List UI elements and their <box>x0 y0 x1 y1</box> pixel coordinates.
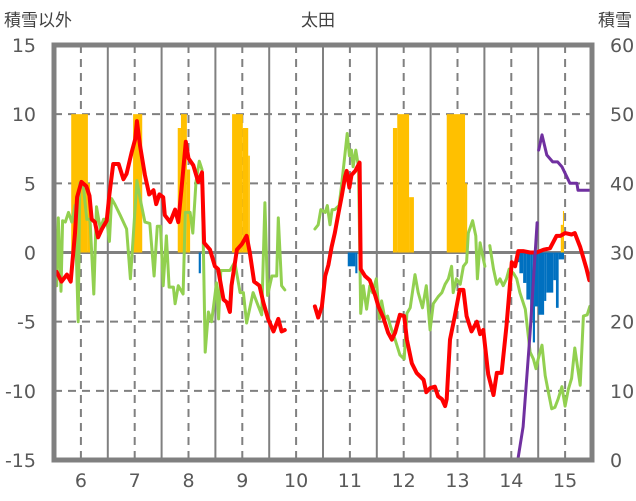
x-tick-label: 6 <box>75 470 87 492</box>
y-left-tick-label: 5 <box>24 173 36 195</box>
plot-border <box>51 42 595 463</box>
y-left-tick-label: 10 <box>12 104 36 126</box>
bar-positive <box>232 114 243 253</box>
bar-positive <box>392 128 398 253</box>
bar-negative <box>544 252 547 301</box>
series-line-purple <box>537 133 592 192</box>
series-line-red <box>312 160 592 409</box>
bar-negative <box>526 252 531 300</box>
x-tick-label: 15 <box>553 470 577 492</box>
y-left-tick-label: 15 <box>12 35 36 57</box>
y-right-tick-label: 50 <box>610 104 634 126</box>
x-tick-label: 7 <box>129 470 141 492</box>
x-tick-label: 8 <box>182 470 194 492</box>
bar-negative <box>534 252 539 307</box>
bar-negative <box>558 252 565 260</box>
y-right-tick-label: 20 <box>610 312 634 334</box>
bar-positive <box>248 155 250 253</box>
bar-positive <box>242 128 249 253</box>
series-line-red <box>54 119 287 334</box>
x-tick-label: 11 <box>338 470 362 492</box>
bar-negative <box>347 252 356 267</box>
y-right-tick-label: 40 <box>610 173 634 195</box>
y-left-tick-label: 0 <box>24 243 36 265</box>
bar-positive <box>177 128 181 253</box>
bar-negative <box>198 252 201 274</box>
x-tick-label: 10 <box>284 470 308 492</box>
bars <box>71 114 565 343</box>
bar-positive <box>446 114 466 253</box>
bar-positive <box>560 224 563 253</box>
y-right-tick-label: 60 <box>610 35 634 57</box>
bar-negative <box>549 252 554 293</box>
x-tick-label: 13 <box>445 470 469 492</box>
x-tick-label: 14 <box>499 470 523 492</box>
bar-negative <box>532 252 535 343</box>
y-right-tick-label: 30 <box>610 243 634 265</box>
bar-negative <box>538 252 545 315</box>
y-right-tick-label: 10 <box>610 381 634 403</box>
right-axis-label: 積雪 <box>598 11 632 31</box>
bar-negative <box>519 252 524 274</box>
bar-positive <box>465 183 468 253</box>
bar-negative <box>553 252 556 281</box>
x-tick-label: 12 <box>392 470 416 492</box>
x-tick-label: 9 <box>236 470 248 492</box>
series-line-green <box>313 132 487 361</box>
y-left-tick-label: -10 <box>5 381 36 403</box>
bar-positive <box>397 114 410 253</box>
bar-negative <box>355 252 358 274</box>
series-line-green <box>52 159 287 354</box>
series-line-green <box>488 244 592 411</box>
chart-title: 太田 <box>301 11 335 31</box>
y-right-tick-label: 0 <box>610 450 622 472</box>
bar-negative <box>546 252 550 293</box>
bar-negative <box>523 252 527 283</box>
bar-positive <box>409 197 414 253</box>
series-lines <box>52 119 592 462</box>
left-axis-label: 積雪以外 <box>4 11 72 31</box>
bar-negative <box>555 252 559 308</box>
y-left-tick-label: -5 <box>17 312 36 334</box>
y-left-tick-label: -15 <box>5 450 36 472</box>
plot-frame <box>51 42 595 463</box>
bar-negative <box>530 252 533 321</box>
